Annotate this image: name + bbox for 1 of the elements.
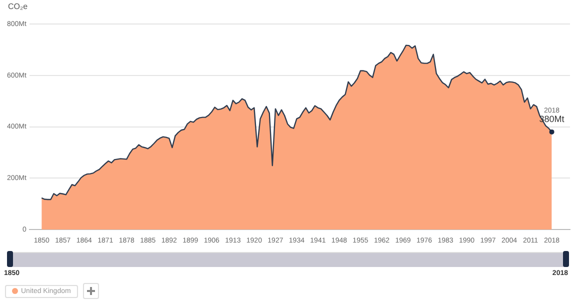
y-axis-title: CO₂e	[8, 2, 28, 11]
